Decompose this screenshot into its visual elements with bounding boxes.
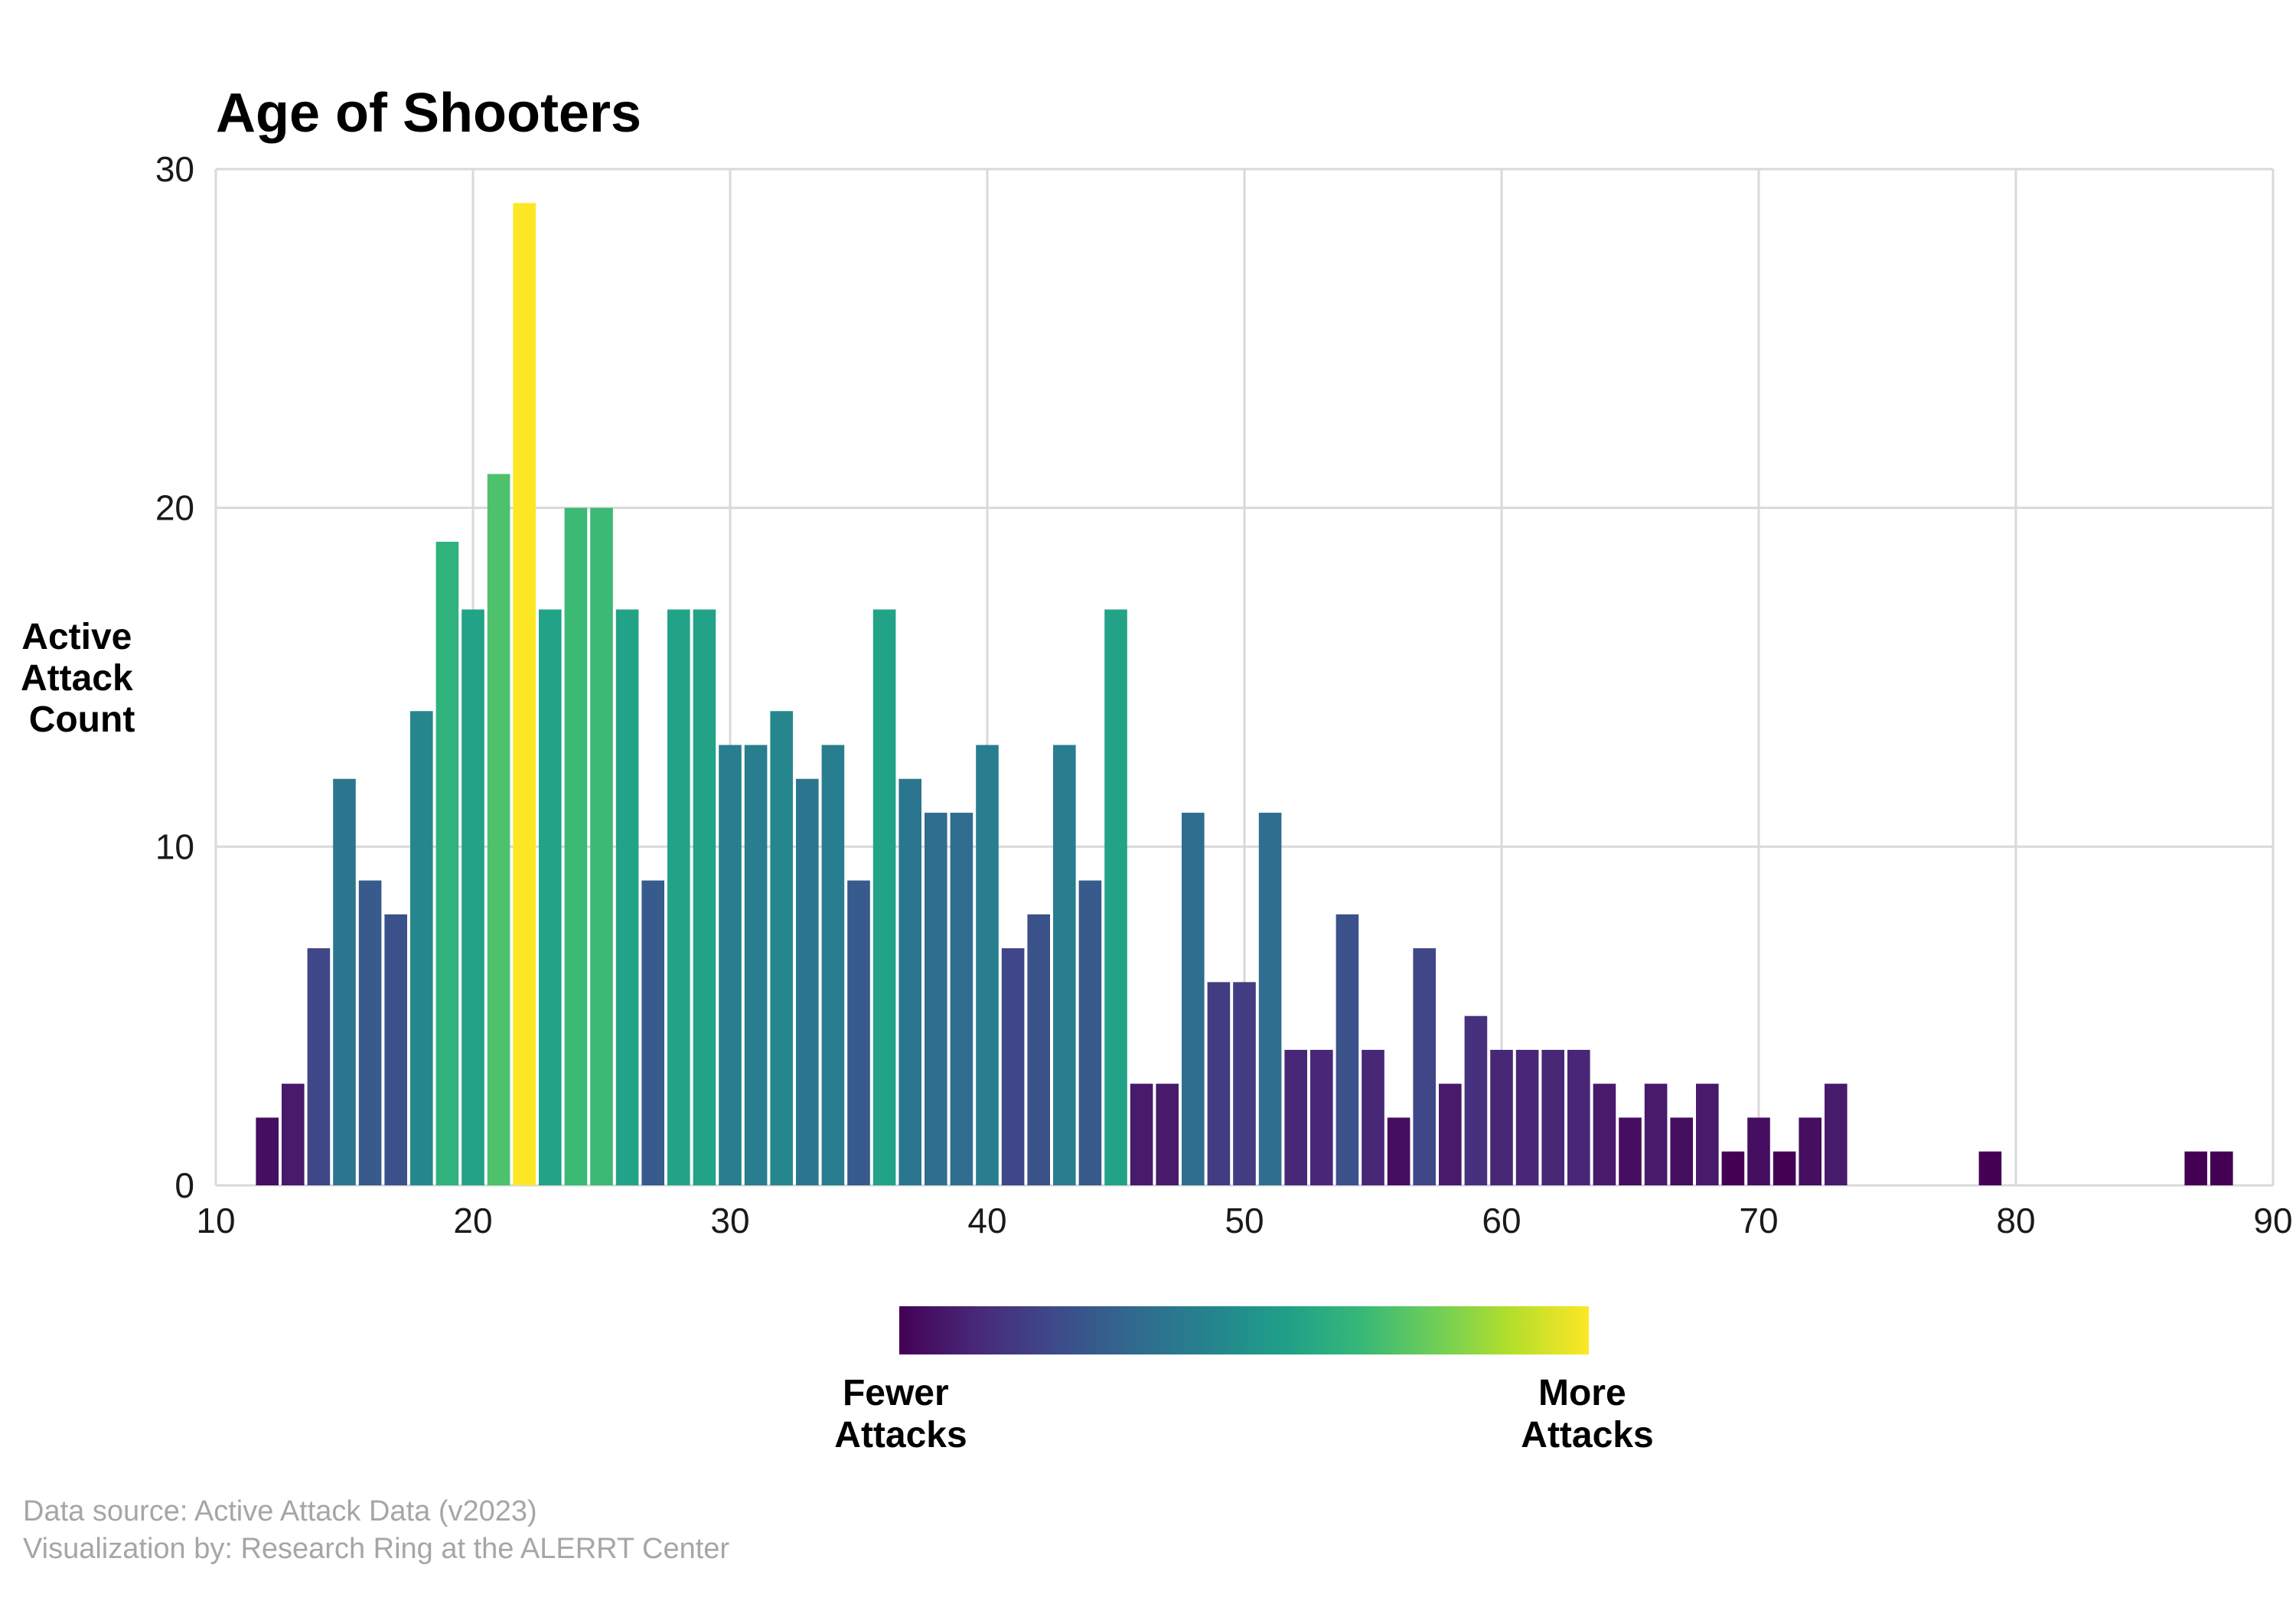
x-tick-label: 60	[1482, 1201, 1521, 1240]
bar	[1413, 948, 1436, 1185]
caption-source: Data source: Active Attack Data (v2023)	[23, 1495, 537, 1527]
x-tick-label: 10	[196, 1201, 235, 1240]
bar	[1696, 1084, 1719, 1185]
bar	[1593, 1084, 1616, 1185]
bar	[1258, 813, 1282, 1185]
bar	[1978, 1151, 2002, 1185]
bar	[1336, 914, 1359, 1185]
bar	[1130, 1084, 1153, 1185]
bar	[384, 914, 407, 1185]
legend-low-label-line: Attacks	[834, 1415, 967, 1455]
bar	[461, 609, 484, 1185]
x-tick-label: 40	[967, 1201, 1006, 1240]
bar	[719, 745, 742, 1185]
chart-title: Age of Shooters	[216, 83, 641, 144]
bar	[1515, 1049, 1539, 1185]
bar	[1362, 1049, 1384, 1185]
bar	[1670, 1117, 1693, 1185]
bar	[976, 745, 999, 1185]
bar	[1207, 982, 1231, 1185]
bar	[872, 609, 896, 1185]
bar	[950, 813, 974, 1185]
x-tick-label: 70	[1739, 1201, 1778, 1240]
bar	[1825, 1084, 1848, 1185]
bar	[899, 778, 921, 1185]
legend-low-label: Fewer Attacks	[834, 1373, 967, 1455]
legend-high-label-line: Attacks	[1521, 1415, 1653, 1455]
bar	[1310, 1049, 1333, 1185]
bar	[1799, 1117, 1821, 1185]
y-tick-label: 20	[155, 488, 194, 528]
x-tick-label: 20	[453, 1201, 492, 1240]
x-tick-label: 80	[1996, 1201, 2035, 1240]
color-legend-bar	[899, 1306, 1589, 1354]
bar	[641, 880, 664, 1185]
bar	[307, 948, 331, 1185]
caption-credit: Visualization by: Research Ring at the A…	[23, 1533, 729, 1565]
y-axis-label-line: Count	[29, 699, 135, 740]
y-axis-label-line: Attack	[21, 658, 133, 699]
bar	[590, 507, 613, 1185]
y-tick-label: 0	[174, 1165, 194, 1205]
x-tick-label: 50	[1225, 1201, 1264, 1240]
bar	[358, 880, 382, 1185]
bar	[564, 507, 588, 1185]
bar	[410, 711, 433, 1185]
bar	[1464, 1015, 1488, 1185]
bar	[1156, 1084, 1179, 1185]
legend-high-label: More Attacks	[1521, 1373, 1653, 1455]
bar	[1104, 609, 1127, 1185]
bar	[1541, 1049, 1564, 1185]
bar	[539, 609, 562, 1185]
y-axis-label: Active Attack Count	[21, 617, 143, 740]
bar	[1619, 1117, 1642, 1185]
bar	[1567, 1049, 1590, 1185]
y-tick-label: 10	[155, 826, 194, 866]
y-tick-label: 30	[155, 149, 194, 189]
legend-low-label-line: Fewer	[843, 1373, 949, 1413]
bar	[667, 609, 690, 1185]
bar	[693, 609, 716, 1185]
bar	[282, 1084, 305, 1185]
bar	[435, 541, 459, 1185]
bar	[1284, 1049, 1307, 1185]
bar	[1053, 745, 1076, 1185]
bar	[1182, 813, 1205, 1185]
legend-high-label-line: More	[1538, 1373, 1626, 1413]
bar	[796, 778, 819, 1185]
bar	[1001, 948, 1025, 1185]
bar	[1644, 1084, 1668, 1185]
bar	[1027, 914, 1050, 1185]
x-axis-ticks: 10 20 30 40 50 60 70 80 90	[196, 1201, 2292, 1240]
bar	[513, 203, 536, 1186]
bar	[1721, 1151, 1745, 1185]
bar	[487, 474, 510, 1185]
x-tick-label: 30	[710, 1201, 749, 1240]
bar	[2210, 1151, 2233, 1185]
bar	[1078, 880, 1102, 1185]
bar	[770, 711, 793, 1185]
bar	[1747, 1117, 1770, 1185]
bar	[1233, 982, 1256, 1185]
y-axis-label-line: Active	[21, 617, 132, 657]
bar	[2184, 1151, 2207, 1185]
bars	[256, 203, 2233, 1186]
x-tick-label: 90	[2253, 1201, 2292, 1240]
y-axis-ticks: 0 10 20 30	[155, 149, 194, 1205]
bar	[847, 880, 870, 1185]
bar	[333, 778, 356, 1185]
bar	[615, 609, 639, 1185]
bar	[744, 745, 768, 1185]
bar	[1387, 1117, 1411, 1185]
bar	[256, 1117, 279, 1185]
bar	[1773, 1151, 1796, 1185]
bar	[1490, 1049, 1513, 1185]
bar	[1439, 1084, 1462, 1185]
bar	[821, 745, 845, 1185]
bar	[925, 813, 947, 1185]
